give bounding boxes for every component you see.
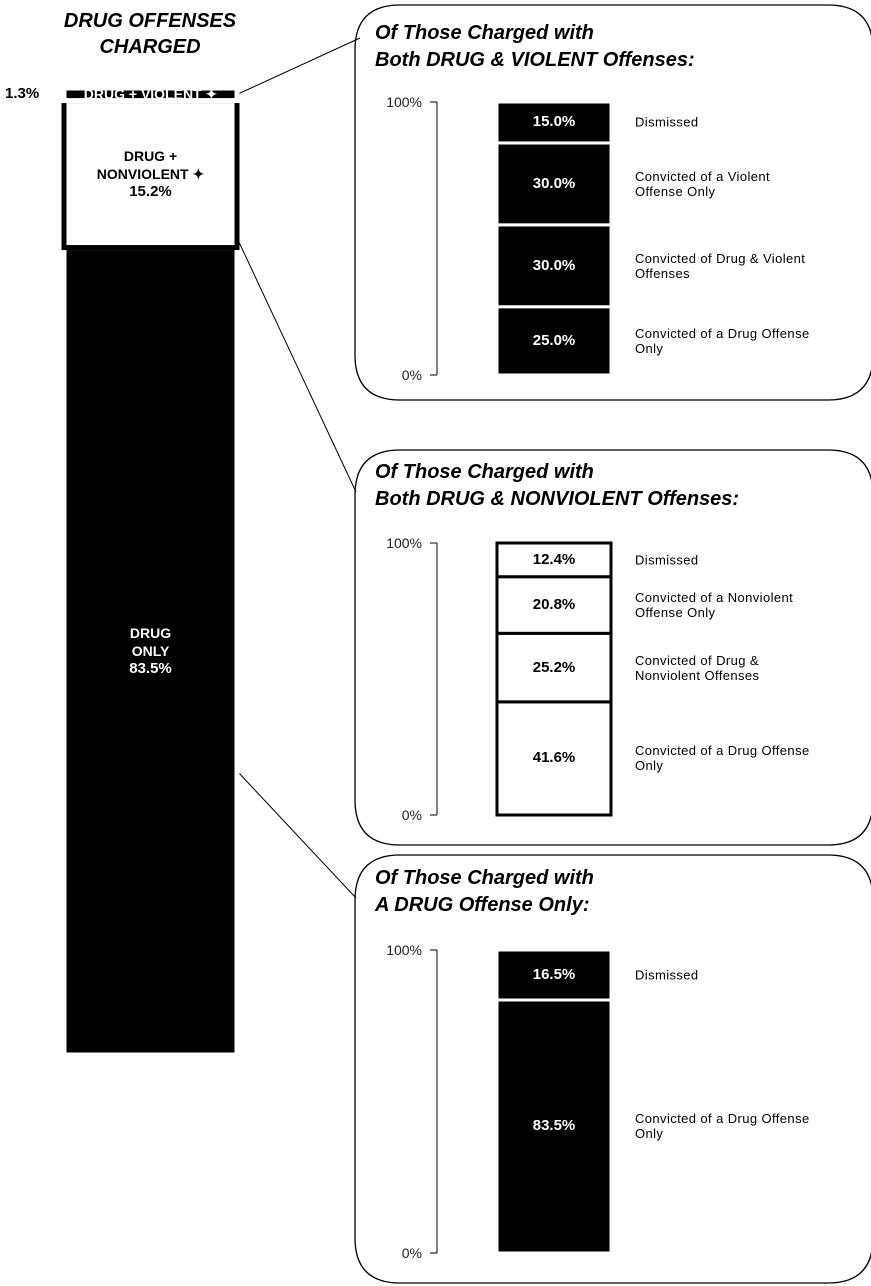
chart-title: Of Those Charged with A DRUG Offense Onl… [375, 867, 594, 916]
y-tick-label: 100% [386, 535, 422, 551]
y-tick-label: 0% [401, 1245, 422, 1261]
value-label: 83.5% [532, 1117, 576, 1135]
segment-label: DRUG + NONVIOLENT ✦ [96, 148, 205, 183]
value-label: 12.4% [532, 550, 576, 568]
value-label: 20.8% [532, 596, 576, 614]
legend-label: Convicted of a Drug Offense Only [635, 743, 810, 774]
chart-title: DRUG OFFENSES CHARGED [63, 10, 237, 58]
segment-label-group: DRUG + NONVIOLENT ✦ 15.2% [97, 147, 204, 201]
legend-label: Dismissed [635, 114, 699, 130]
value-label: 25.2% [532, 658, 576, 676]
value-label: 41.6% [532, 749, 576, 767]
bar-segment [495, 948, 613, 1002]
bar-segment [495, 631, 613, 704]
legend-label: Convicted of Drug & Violent Offenses [635, 250, 806, 281]
callout-box [354, 449, 871, 846]
value-label: 16.5% [532, 965, 576, 983]
callout-box [354, 854, 871, 1284]
segment-label: DRUG + VIOLENT ✦ [83, 86, 218, 103]
chart-title: Of Those Charged with Both DRUG & VIOLEN… [375, 22, 695, 71]
y-tick-label: 0% [401, 367, 422, 383]
bar-segment [495, 141, 613, 227]
bar-segment [495, 305, 613, 377]
value-label: 30.0% [532, 174, 576, 192]
bar-segment [495, 541, 613, 579]
bar-segment [495, 700, 613, 817]
connector-line [237, 239, 357, 493]
value-label: 25.0% [532, 331, 576, 349]
value-label: 1.3% [5, 85, 40, 103]
bar-segment [61, 98, 240, 251]
bar-segment [495, 100, 613, 145]
segment-label: DRUG ONLY [129, 625, 172, 660]
legend-label: Dismissed [635, 552, 699, 568]
legend-label: Convicted of a Nonviolent Offense Only [635, 590, 794, 621]
bar-segment [61, 85, 240, 104]
bar-segment [61, 245, 240, 1058]
value-label: 83.5% [129, 660, 172, 678]
connector-line [237, 771, 357, 899]
y-tick-label: 100% [386, 942, 422, 958]
callout-box [354, 4, 871, 401]
legend-label: Convicted of a Drug Offense Only [635, 1111, 810, 1142]
value-label: 30.0% [532, 256, 576, 274]
y-tick-label: 100% [386, 94, 422, 110]
legend-label: Convicted of Drug & Nonviolent Offenses [635, 652, 760, 683]
bar-segment [495, 223, 613, 309]
segment-label-group: DRUG ONLY 83.5% [129, 624, 172, 678]
value-label: 15.2% [129, 183, 172, 201]
chart-title: Of Those Charged with Both DRUG & NONVIO… [375, 461, 740, 510]
legend-label: Dismissed [635, 967, 699, 983]
legend-label: Convicted of a Violent Offense Only [635, 168, 771, 199]
connector-line [237, 37, 361, 95]
value-label: 15.0% [532, 113, 576, 131]
bar-segment [495, 575, 613, 635]
legend-label: Convicted of a Drug Offense Only [635, 325, 810, 356]
y-tick-label: 0% [401, 807, 422, 823]
